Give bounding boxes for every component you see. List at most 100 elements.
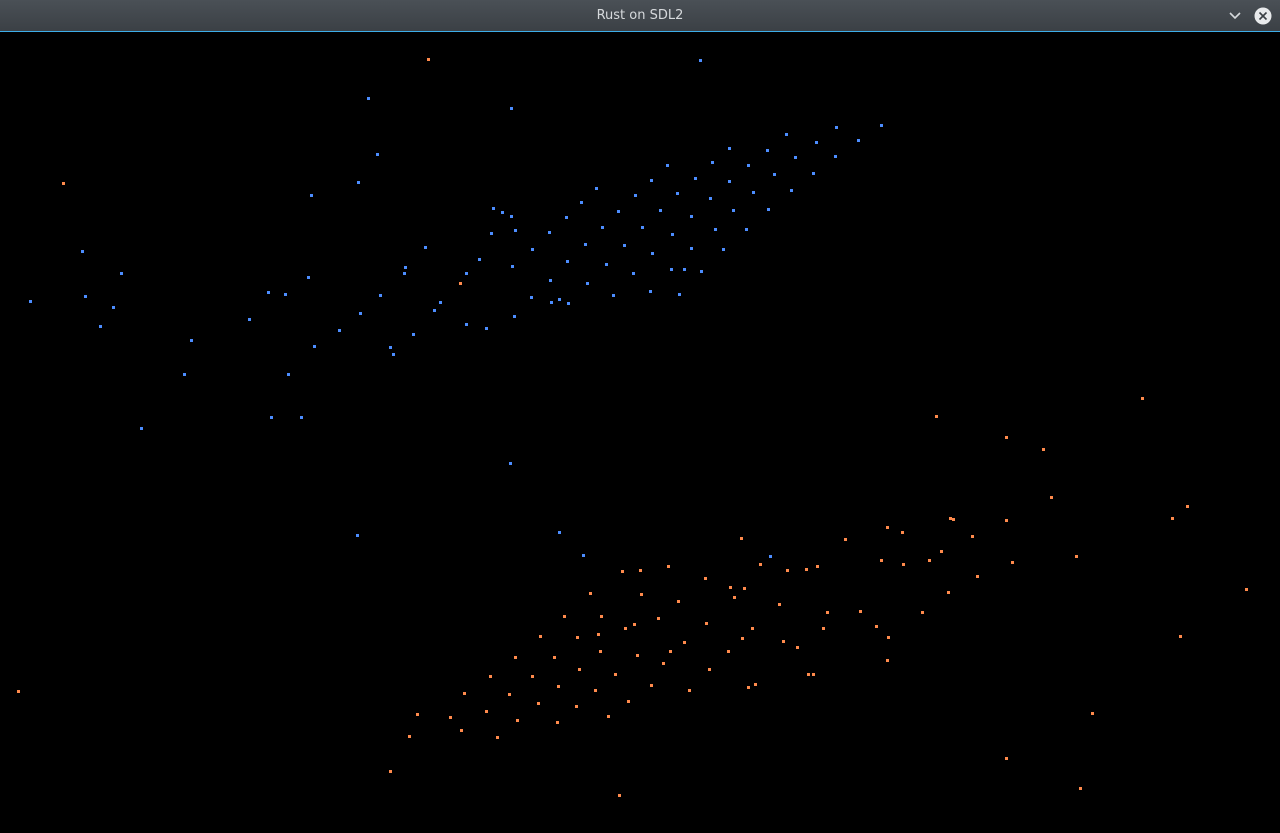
blue-particle <box>357 181 360 184</box>
blue-particle <box>612 294 615 297</box>
blue-particle <box>812 172 815 175</box>
blue-particle <box>310 194 313 197</box>
orange-particle <box>578 668 581 671</box>
blue-particle <box>666 164 669 167</box>
orange-particle <box>1042 448 1045 451</box>
blue-particle <box>287 373 290 376</box>
orange-particle <box>928 559 931 562</box>
blue-particle <box>439 301 442 304</box>
blue-particle <box>584 243 587 246</box>
orange-particle <box>600 615 603 618</box>
orange-particle <box>669 650 672 653</box>
blue-particle <box>356 534 359 537</box>
blue-particle <box>699 59 702 62</box>
blue-particle <box>694 177 697 180</box>
orange-particle <box>949 517 952 520</box>
orange-particle <box>887 636 890 639</box>
orange-particle <box>822 627 825 630</box>
blue-particle <box>617 210 620 213</box>
blue-particle <box>267 291 270 294</box>
orange-particle <box>778 603 781 606</box>
blue-particle <box>601 226 604 229</box>
orange-particle <box>741 637 744 640</box>
orange-particle <box>816 565 819 568</box>
blue-particle <box>580 201 583 204</box>
orange-particle <box>597 633 600 636</box>
blue-particle <box>678 293 681 296</box>
orange-particle <box>553 656 556 659</box>
blue-particle <box>767 208 770 211</box>
blue-particle <box>99 325 102 328</box>
orange-particle <box>489 675 492 678</box>
blue-particle <box>300 416 303 419</box>
blue-particle <box>732 209 735 212</box>
orange-particle <box>704 577 707 580</box>
orange-particle <box>508 693 511 696</box>
orange-particle <box>627 700 630 703</box>
orange-particle <box>782 640 785 643</box>
chevron-down-icon <box>1229 12 1241 20</box>
orange-particle <box>826 611 829 614</box>
blue-particle <box>376 153 379 156</box>
render-canvas[interactable] <box>0 32 1280 833</box>
blue-particle <box>711 161 714 164</box>
orange-particle <box>935 415 938 418</box>
blue-particle <box>857 139 860 142</box>
orange-particle <box>743 587 746 590</box>
orange-particle <box>662 662 665 665</box>
close-button[interactable] <box>1254 7 1272 25</box>
orange-particle <box>449 716 452 719</box>
blue-particle <box>566 260 569 263</box>
blue-particle <box>29 300 32 303</box>
blue-particle <box>112 306 115 309</box>
blue-particle <box>549 279 552 282</box>
orange-particle <box>516 719 519 722</box>
orange-particle <box>729 586 732 589</box>
orange-particle <box>62 182 65 185</box>
orange-particle <box>740 537 743 540</box>
orange-particle <box>1186 505 1189 508</box>
blue-particle <box>690 247 693 250</box>
blue-particle <box>728 180 731 183</box>
orange-particle <box>844 538 847 541</box>
orange-particle <box>880 559 883 562</box>
orange-particle <box>796 646 799 649</box>
orange-particle <box>594 689 597 692</box>
blue-particle <box>403 272 406 275</box>
blue-particle <box>683 268 686 271</box>
blue-particle <box>671 233 674 236</box>
blue-particle <box>284 293 287 296</box>
orange-particle <box>408 735 411 738</box>
orange-particle <box>1179 635 1182 638</box>
title-bar[interactable]: Rust on SDL2 <box>0 0 1280 32</box>
blue-particle <box>747 164 750 167</box>
orange-particle <box>557 685 560 688</box>
orange-particle <box>683 641 686 644</box>
blue-particle <box>752 191 755 194</box>
blue-particle <box>649 290 652 293</box>
orange-particle <box>621 570 624 573</box>
orange-particle <box>727 650 730 653</box>
orange-particle <box>563 615 566 618</box>
blue-particle <box>722 248 725 251</box>
orange-particle <box>812 673 815 676</box>
orange-particle <box>1011 561 1014 564</box>
blue-particle <box>404 266 407 269</box>
orange-particle <box>1005 436 1008 439</box>
orange-particle <box>886 659 889 662</box>
minimize-button[interactable] <box>1226 7 1244 25</box>
blue-particle <box>465 272 468 275</box>
blue-particle <box>514 229 517 232</box>
blue-particle <box>709 197 712 200</box>
orange-particle <box>537 702 540 705</box>
blue-particle <box>485 327 488 330</box>
orange-particle <box>1079 787 1082 790</box>
orange-particle <box>947 591 950 594</box>
blue-particle <box>835 126 838 129</box>
orange-particle <box>759 563 762 566</box>
orange-particle <box>677 600 680 603</box>
orange-particle <box>460 729 463 732</box>
orange-particle <box>807 673 810 676</box>
blue-particle <box>501 211 504 214</box>
orange-particle <box>902 563 905 566</box>
